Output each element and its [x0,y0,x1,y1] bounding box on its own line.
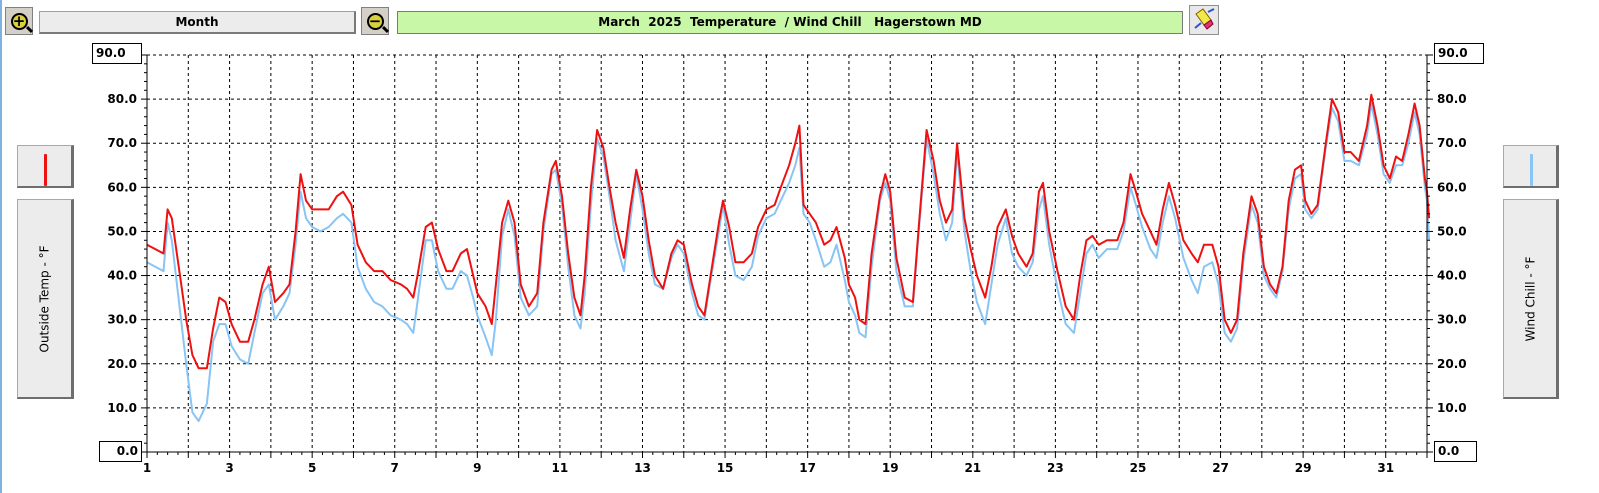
x-tick-label: 9 [473,461,481,475]
x-tick-label: 19 [882,461,899,475]
left-axis-min[interactable]: 0.0 [99,441,142,462]
zoom-out-icon: − [366,12,384,30]
right-tick-label: 80.0 [1437,92,1467,106]
wind-chill-color-button[interactable] [1503,145,1559,188]
zoom-in-icon: + [10,12,28,30]
x-tick-label: 21 [964,461,981,475]
wind-chill-line [146,102,1431,423]
window-edge [0,0,2,493]
outside-temp-axis-button[interactable]: Outside Temp - °F [17,199,74,399]
clear-tool-button[interactable] [1189,5,1219,35]
chart-axes [141,54,1433,458]
left-tick-label: 30.0 [107,313,137,327]
x-tick-label: 5 [308,461,316,475]
right-tick-label: 60.0 [1437,180,1467,194]
x-tick-label: 31 [1377,461,1394,475]
x-tick-label: 11 [552,461,569,475]
x-tick-label: 23 [1047,461,1064,475]
x-tick-label: 15 [717,461,734,475]
left-tick-label: 60.0 [107,180,137,194]
outside-temp-line [146,93,1431,370]
left-tick-label: 80.0 [107,92,137,106]
zoom-in-button[interactable]: + [5,7,33,35]
chart-title: March 2025 Temperature / Wind Chill Hage… [397,11,1183,34]
x-tick-label: 7 [391,461,399,475]
wind-chill-swatch [1530,154,1533,186]
eraser-pencil-icon [1194,8,1215,30]
wind-chill-axis-button[interactable]: Wind Chill - °F [1503,199,1559,399]
left-tick-label: 20.0 [107,357,137,371]
right-axis-min[interactable]: 0.0 [1434,441,1477,462]
right-tick-label: 50.0 [1437,224,1467,238]
series-lines [146,93,1431,423]
x-tick-label: 13 [634,461,651,475]
right-tick-label: 30.0 [1437,313,1467,327]
zoom-out-button[interactable]: − [361,7,389,35]
left-tick-label: 10.0 [107,401,137,415]
tick-labels: 10.0 10.0 20.0 20.0 30.0 30.0 40.0 40.0 50.0 50.0… [107,92,1466,475]
right-tick-label: 20.0 [1437,357,1467,371]
outside-temp-color-button[interactable] [17,145,74,188]
right-axis-max[interactable]: 90.0 [1434,43,1484,64]
right-tick-label: 10.0 [1437,401,1467,415]
x-tick-label: 25 [1130,461,1147,475]
x-tick-label: 27 [1212,461,1229,475]
x-tick-label: 29 [1295,461,1312,475]
x-tick-label: 3 [225,461,233,475]
right-tick-label: 40.0 [1437,269,1467,283]
outside-temp-swatch [44,154,47,186]
left-tick-label: 70.0 [107,136,137,150]
x-tick-label: 17 [799,461,816,475]
grid-lines [147,54,1427,452]
right-tick-label: 70.0 [1437,136,1467,150]
x-tick-label: 1 [143,461,151,475]
left-axis-max[interactable]: 90.0 [92,43,142,64]
left-tick-label: 50.0 [107,224,137,238]
left-tick-label: 40.0 [107,269,137,283]
period-button[interactable]: Month [39,11,356,34]
